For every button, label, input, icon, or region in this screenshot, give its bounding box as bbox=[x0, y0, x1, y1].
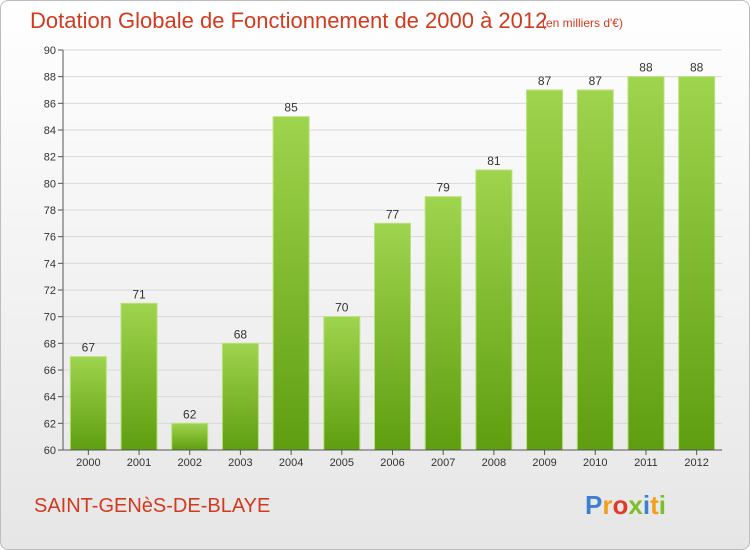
x-tick-label: 2001 bbox=[127, 457, 151, 469]
x-tick-label: 2010 bbox=[583, 457, 607, 469]
town-name: SAINT-GENèS-DE-BLAYE bbox=[34, 495, 271, 517]
bar-2006 bbox=[374, 222, 411, 451]
value-label: 87 bbox=[589, 74, 603, 88]
logo-letter: x bbox=[628, 490, 643, 520]
x-tick-label: 2006 bbox=[380, 457, 404, 469]
x-tick-label: 2008 bbox=[482, 457, 506, 469]
value-label: 87 bbox=[538, 74, 552, 88]
x-tick-label: 2002 bbox=[177, 457, 201, 469]
value-label: 67 bbox=[82, 341, 96, 355]
x-axis: 2000 2001 2002 2003 2004 2005 2006 2007 2008 2009… bbox=[63, 449, 722, 469]
x-tick-label: 2003 bbox=[228, 457, 252, 469]
y-tick-label: 74 bbox=[44, 258, 56, 270]
y-tick-label: 86 bbox=[44, 98, 56, 110]
bar-2000 bbox=[69, 356, 107, 451]
y-tick-label: 66 bbox=[44, 365, 56, 377]
x-tick-label: 2000 bbox=[76, 457, 100, 469]
x-tick-label: 2004 bbox=[279, 457, 303, 469]
y-tick-label: 62 bbox=[44, 418, 56, 430]
y-tick-label: 84 bbox=[44, 125, 56, 137]
chart-subtitle: (en milliers d'€) bbox=[542, 16, 623, 30]
bar-2003 bbox=[221, 342, 259, 451]
value-label: 79 bbox=[437, 181, 451, 195]
bar-2007 bbox=[424, 196, 462, 451]
proxiti-logo[interactable]: Proxiti bbox=[585, 490, 666, 521]
value-label: 88 bbox=[690, 61, 704, 75]
bars bbox=[69, 76, 716, 451]
y-tick-label: 80 bbox=[44, 178, 56, 190]
x-tick-label: 2011 bbox=[634, 457, 658, 469]
y-tick-label: 60 bbox=[44, 445, 56, 457]
x-tick-label: 2012 bbox=[684, 457, 708, 469]
value-label: 71 bbox=[132, 287, 146, 301]
y-tick-label: 90 bbox=[44, 45, 56, 57]
y-tick-label: 68 bbox=[44, 338, 56, 350]
value-labels: 67 71 62 68 85 70 77 79 81 87 87 88 88 bbox=[82, 61, 704, 422]
bar-2001 bbox=[120, 302, 158, 451]
x-tick-label: 2005 bbox=[330, 457, 354, 469]
y-tick-label: 78 bbox=[44, 205, 56, 217]
logo-letter: o bbox=[612, 490, 629, 520]
value-label: 70 bbox=[335, 301, 349, 315]
bar-2005 bbox=[323, 316, 361, 451]
chart-title: Dotation Globale de Fonctionnement de 20… bbox=[30, 8, 548, 33]
bar-2002 bbox=[171, 422, 209, 451]
y-axis: 60 62 64 66 68 70 72 74 76 78 80 82 84 86 88 90 bbox=[44, 45, 64, 457]
y-tick-label: 64 bbox=[44, 392, 56, 404]
bar-2004 bbox=[272, 116, 310, 451]
logo-letter: P bbox=[585, 490, 603, 520]
value-label: 62 bbox=[183, 407, 197, 421]
value-label: 77 bbox=[386, 207, 400, 221]
bar-2010 bbox=[576, 89, 614, 451]
logo-letter: r bbox=[602, 490, 613, 520]
x-tick-label: 2009 bbox=[532, 457, 556, 469]
logo-letter: t bbox=[650, 490, 659, 520]
value-label: 85 bbox=[284, 101, 298, 115]
x-tick-label: 2007 bbox=[431, 457, 455, 469]
bar-2008 bbox=[475, 169, 513, 451]
y-tick-label: 82 bbox=[44, 152, 56, 164]
value-label: 88 bbox=[639, 61, 653, 75]
value-label: 81 bbox=[487, 154, 501, 168]
bar-2011 bbox=[627, 76, 665, 451]
bar-2012 bbox=[678, 76, 716, 451]
y-tick-label: 70 bbox=[44, 312, 56, 324]
logo-letter: i bbox=[642, 490, 651, 520]
y-tick-label: 88 bbox=[44, 72, 56, 84]
y-tick-label: 76 bbox=[44, 232, 56, 244]
logo-letter: i bbox=[658, 490, 666, 520]
value-label: 68 bbox=[234, 327, 248, 341]
bar-2009 bbox=[526, 89, 564, 451]
y-tick-label: 72 bbox=[44, 285, 56, 297]
